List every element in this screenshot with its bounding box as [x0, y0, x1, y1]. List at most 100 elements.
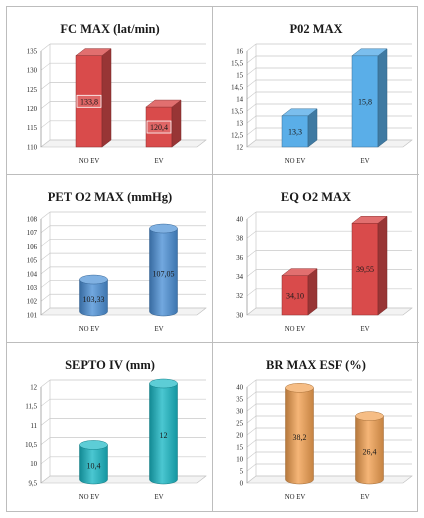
gridline-depth [246, 103, 257, 112]
y-tick-label: 101 [27, 312, 37, 319]
y-tick-label: 13,5 [231, 108, 243, 115]
y-tick-label: 125 [27, 87, 38, 94]
bar-side [307, 268, 318, 316]
data-label: 26,4 [363, 447, 377, 456]
y-tick-label: 15 [236, 72, 243, 79]
gridline-depth [246, 307, 257, 316]
chart-title: SEPTO IV (mm) [65, 358, 155, 372]
gridline-depth [246, 115, 257, 124]
data-label: 38,2 [293, 433, 307, 442]
chart-title: PET O2 MAX (mmHg) [48, 190, 172, 204]
gridline-depth [246, 230, 257, 239]
gridline-depth [246, 451, 257, 460]
bar-side [101, 48, 112, 148]
chart-panel-po2-max: P02 MAX 12 12,5 13 13,5 14 14,5 15 15,5 16 13,3 NO … [213, 7, 419, 175]
y-tick-label: 25 [236, 420, 243, 427]
y-tick-label: 107 [27, 230, 38, 237]
data-label: 103,33 [83, 295, 105, 304]
gridline-depth [246, 403, 257, 412]
y-tick-label: 115 [27, 125, 38, 132]
gridline-depth [246, 211, 257, 220]
y-tick-label: 105 [27, 258, 38, 265]
gridline-depth [246, 79, 257, 88]
y-tick-label: 130 [27, 68, 38, 75]
y-tick-label: 104 [27, 271, 38, 278]
bar-top [149, 378, 178, 389]
gridline-depth [40, 139, 51, 148]
y-tick-label: 15,5 [231, 60, 243, 67]
chart-svg: SEPTO IV (mm) 9,5 10 10,5 11 11,5 12 10,4 NO EV 1… [25, 358, 207, 501]
data-label: 39,55 [356, 265, 374, 274]
gridline-depth [40, 101, 51, 109]
gridline-depth [40, 82, 51, 90]
gridline-depth [246, 427, 257, 436]
x-tick-label: EV [154, 158, 163, 165]
x-tick-label: NO EV [285, 494, 306, 501]
gridline-depth [40, 62, 51, 71]
gridline-depth [246, 269, 257, 277]
gridline-depth [246, 91, 257, 100]
data-label: 107,05 [153, 270, 175, 279]
bar-body [355, 415, 384, 485]
chart-floor [246, 475, 413, 484]
gridline-depth [246, 139, 257, 148]
bar-side [171, 99, 182, 148]
gridline-depth [40, 456, 51, 465]
chart-floor [246, 307, 413, 316]
chart-title: FC MAX (lat/min) [60, 22, 159, 36]
chart-floor [40, 475, 207, 484]
y-tick-label: 11 [30, 423, 37, 430]
bar-top [355, 411, 384, 421]
data-label: 120,4 [150, 123, 168, 132]
y-tick-label: 35 [236, 396, 243, 403]
bar-front [281, 275, 309, 316]
data-label: 12 [160, 431, 168, 440]
y-tick-label: 10,5 [25, 442, 37, 449]
chart-svg: P02 MAX 12 12,5 13 13,5 14 14,5 15 15,5 16 13,3 NO … [231, 22, 413, 165]
bar-top [285, 383, 314, 393]
x-tick-label: EV [154, 326, 163, 333]
chart-title: EQ O2 MAX [281, 190, 351, 204]
x-tick-label: NO EV [79, 326, 100, 333]
y-tick-label: 15 [236, 444, 243, 451]
x-tick-label: EV [360, 326, 369, 333]
bar-top [351, 216, 388, 224]
data-label: 15,8 [358, 97, 372, 106]
bar-top [281, 268, 318, 276]
x-tick-label: EV [360, 494, 369, 501]
gridline-depth [246, 463, 257, 472]
gridline-depth [40, 307, 51, 316]
gridline-depth [246, 415, 257, 424]
y-tick-label: 103 [27, 285, 38, 292]
gridline-depth [40, 280, 51, 288]
y-tick-label: 20 [236, 432, 243, 439]
x-tick-label: EV [360, 158, 369, 165]
gridline-depth [246, 43, 257, 52]
bar-body [79, 444, 108, 485]
gridline-depth [246, 288, 257, 297]
gridline-depth [40, 418, 51, 426]
y-tick-label: 40 [236, 384, 243, 391]
bar-side [377, 48, 388, 148]
y-tick-label: 12 [236, 144, 243, 151]
chart-svg: FC MAX (lat/min) 110 115 120 125 130 135 133,8 N… [27, 22, 207, 165]
gridline-depth [246, 475, 257, 484]
chart-floor [40, 307, 207, 316]
y-tick-label: 38 [236, 236, 243, 243]
bar-body [149, 228, 178, 317]
gridline-depth [40, 43, 51, 52]
y-tick-label: 5 [240, 468, 244, 475]
bar-top [281, 108, 318, 117]
y-tick-label: 30 [236, 312, 243, 319]
chart-panel-fc-max: FC MAX (lat/min) 110 115 120 125 130 135 133,8 N… [7, 7, 213, 175]
y-tick-label: 30 [236, 408, 243, 415]
y-tick-label: 110 [27, 144, 38, 151]
chart-svg: EQ O2 MAX 30 32 34 36 38 40 34,10 NO EV 39,55 EV [236, 190, 413, 333]
gridline-depth [246, 391, 257, 400]
y-tick-label: 36 [236, 255, 243, 262]
chart-panel-br-max-esf: BR MAX ESF (%) 0 5 10 15 20 25 30 35 40 38,2 NO EV 2… [213, 343, 419, 511]
gridline-depth [40, 379, 51, 388]
gridline-depth [40, 252, 51, 261]
bar-top [145, 99, 182, 108]
y-tick-label: 10 [236, 456, 243, 463]
